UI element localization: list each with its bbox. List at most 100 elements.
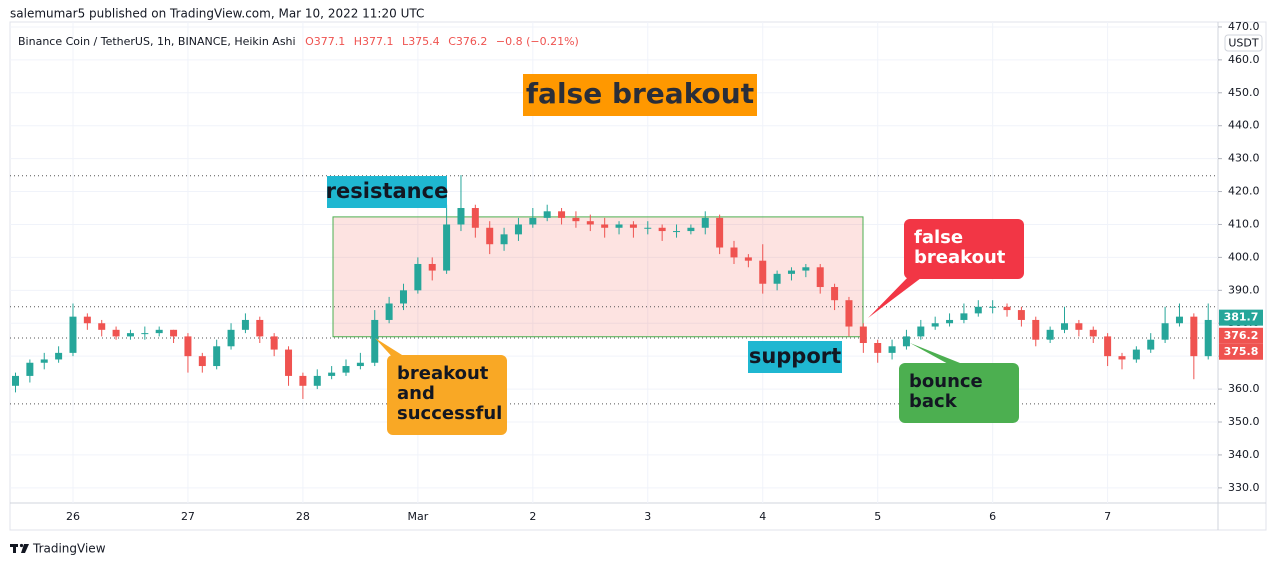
candle-body (371, 319, 379, 363)
y-tick-label: 330.0 (1228, 481, 1260, 494)
range-zone (332, 216, 864, 338)
candle-body (126, 333, 134, 337)
candle-body (1061, 323, 1069, 330)
y-tick-label: 430.0 (1228, 152, 1260, 165)
candle-body (414, 263, 422, 291)
candle-body (1190, 316, 1198, 357)
candle-body (960, 313, 968, 320)
annotation-text: false breakout (526, 77, 754, 110)
x-tick-label: 28 (296, 510, 310, 523)
candle-body (69, 316, 77, 353)
candle-body (1161, 323, 1169, 340)
candle-body (1017, 310, 1025, 320)
annotation-text: false (914, 227, 963, 248)
candle-body (1132, 349, 1140, 360)
y-tick-label: 410.0 (1228, 217, 1260, 230)
candle-body (874, 342, 882, 353)
candle-body (443, 224, 451, 271)
annotation-box (387, 355, 507, 435)
candle-body (514, 224, 522, 235)
candle-body (888, 346, 896, 353)
candle-body (385, 303, 393, 320)
annotation-box (327, 176, 447, 208)
candle-body (529, 217, 537, 225)
grid: 330.0340.0350.0360.0370.0380.0390.0400.0… (10, 20, 1260, 523)
legend-name: Binance Coin / TetherUS, 1h, BINANCE, He… (18, 35, 296, 48)
candle-body (471, 208, 479, 228)
candle-body (328, 372, 336, 376)
y-tick-label: 400.0 (1228, 250, 1260, 263)
annotation-text: successful (397, 403, 502, 424)
candle-body (1003, 306, 1011, 311)
candle-body (227, 329, 235, 347)
candle-body (486, 227, 494, 245)
change: −0.8 (−0.21%) (496, 35, 579, 48)
legend: Binance Coin / TetherUS, 1h, BINANCE, He… (18, 35, 579, 48)
candle-body (155, 329, 163, 334)
annotation-box (904, 219, 1024, 279)
price-tag-label: 375.8 (1224, 345, 1259, 358)
candle-body (989, 306, 997, 308)
candle-body (974, 306, 982, 314)
candle-body (716, 217, 724, 248)
currency: USDT (1228, 37, 1259, 50)
annotation-text: resistance (326, 179, 449, 203)
ohlc-value: 375.4 (408, 35, 440, 48)
annotation-text: bounce (909, 371, 983, 392)
price-tag (1219, 309, 1263, 326)
annotation-box (748, 341, 842, 373)
y-tick-label: 470.0 (1228, 20, 1260, 33)
y-tick-label: 350.0 (1228, 415, 1260, 428)
y-tick-label: 390.0 (1228, 283, 1260, 296)
candle-body (658, 227, 666, 232)
candle-body (917, 326, 925, 337)
candle-body (270, 336, 278, 350)
candle-body (701, 217, 709, 228)
candle-body (845, 300, 853, 327)
callout-pointer (868, 275, 925, 318)
candle-body (356, 362, 364, 367)
x-tick-label: 3 (644, 510, 651, 523)
candle-body (299, 375, 307, 386)
annotation-box (523, 74, 757, 116)
candle-body (1147, 339, 1155, 350)
candle-body (601, 224, 609, 228)
price-tag-label: 381.7 (1224, 311, 1259, 324)
candle-body (241, 319, 249, 330)
footer-brand: TradingView (32, 542, 106, 556)
candle-body (40, 359, 48, 363)
ohlc-value: 376.2 (456, 35, 488, 48)
y-tick-label: 460.0 (1228, 53, 1260, 66)
candle-body (615, 224, 623, 228)
candle-body (285, 349, 293, 376)
candle-body (931, 323, 939, 327)
candle-body (629, 224, 637, 228)
annotation-text: back (909, 391, 958, 412)
candle-body (457, 208, 465, 225)
candle-body (816, 267, 824, 288)
ohlc-label: O (305, 35, 314, 48)
candle-body (1118, 356, 1126, 360)
x-tick-label: 26 (66, 510, 80, 523)
candle-body (342, 366, 350, 373)
annotation-box (899, 363, 1019, 423)
candle-body (572, 217, 580, 222)
price-tag (1219, 327, 1263, 344)
x-tick-label: 7 (1104, 510, 1111, 523)
y-tick-label: 340.0 (1228, 448, 1260, 461)
annotation-text: and (397, 383, 435, 404)
y-tick-label: 440.0 (1228, 119, 1260, 132)
ohlc-value: 377.1 (314, 35, 346, 48)
candle-body (730, 247, 738, 258)
y-tick-label: 360.0 (1228, 382, 1260, 395)
y-tick-label: 450.0 (1228, 86, 1260, 99)
candle-body (256, 319, 264, 337)
price-tag-label: 376.2 (1224, 329, 1259, 342)
candle-body (198, 356, 206, 367)
candle-body (213, 346, 221, 367)
candle-body (399, 290, 407, 304)
logo-part (19, 543, 24, 548)
x-tick-label: 4 (759, 510, 766, 523)
ohlc-value: 377.1 (362, 35, 394, 48)
price-tag (1219, 343, 1263, 360)
